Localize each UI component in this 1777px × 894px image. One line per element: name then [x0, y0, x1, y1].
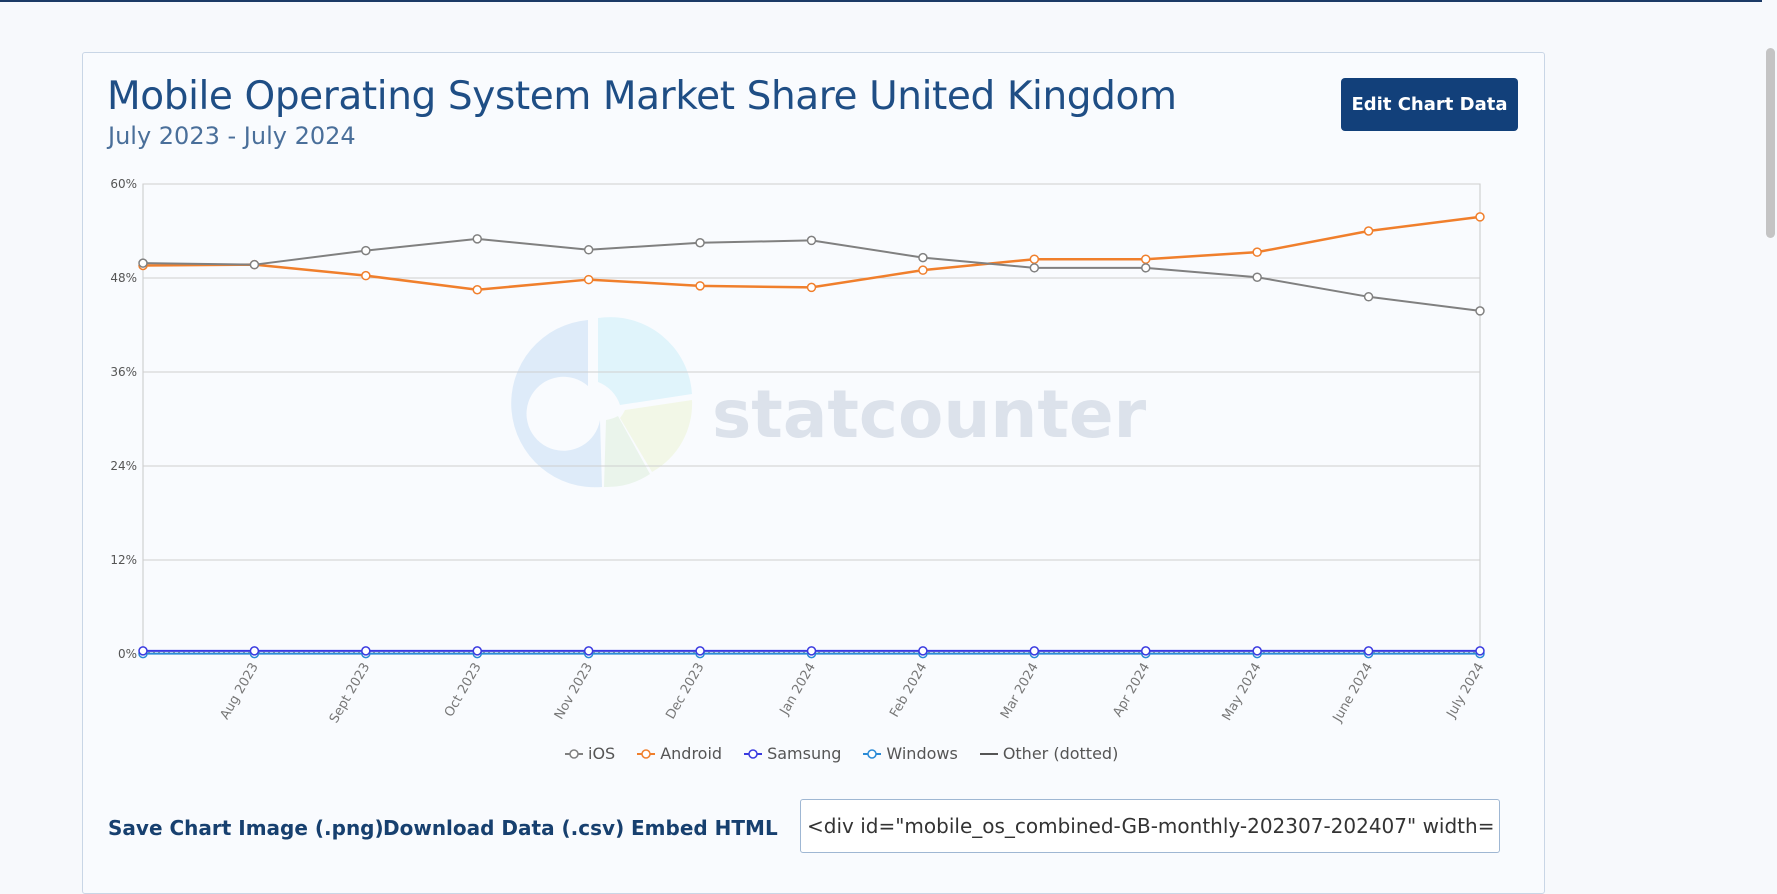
data-point-android	[918, 265, 928, 275]
data-point-samsung	[249, 646, 260, 656]
x-tick-label: Jan 2024	[777, 661, 819, 719]
data-point-android	[806, 282, 817, 293]
data-point-samsung	[1475, 646, 1485, 656]
embed-html-label: Embed HTML	[631, 816, 778, 840]
download-data-link[interactable]: Download Data (.csv)	[383, 816, 625, 840]
data-point-samsung	[695, 646, 705, 656]
y-tick-label: 24%	[110, 459, 137, 473]
data-point-ios	[1252, 272, 1262, 282]
data-point-ios	[695, 238, 705, 248]
data-point-android	[1363, 226, 1374, 236]
statcounter-watermark: statcounter	[511, 317, 1147, 488]
data-point-samsung	[138, 646, 148, 656]
chart-legend: iOS Android Samsung Windows Other (dotted)	[565, 744, 1118, 763]
x-tick-label: June 2024	[1330, 661, 1376, 726]
data-point-ios	[472, 234, 482, 244]
data-point-android	[1252, 247, 1262, 257]
watermark-logo-blue-icon	[511, 320, 602, 488]
data-point-ios	[806, 235, 817, 246]
embed-code-field[interactable]	[800, 799, 1500, 853]
x-tick-label: Dec 2023	[663, 661, 707, 723]
x-tick-label: July 2024	[1444, 661, 1488, 722]
legend-item-android[interactable]: Android	[637, 744, 722, 763]
data-point-samsung	[1141, 646, 1151, 656]
data-point-ios	[918, 252, 928, 263]
x-tick-label: Nov 2023	[552, 661, 596, 723]
legend-label: Samsung	[767, 744, 842, 763]
legend-label: Other (dotted)	[1002, 744, 1119, 763]
chart-panel	[82, 52, 1545, 894]
data-point-samsung	[583, 646, 594, 656]
y-tick-label: 12%	[110, 553, 137, 567]
data-point-ios	[361, 245, 371, 256]
x-tick-label: Aug 2023	[218, 661, 262, 723]
data-point-samsung	[806, 646, 817, 656]
legend-marker-icon	[744, 748, 763, 759]
data-point-samsung	[1029, 646, 1040, 656]
data-point-android	[1475, 212, 1485, 222]
y-tick-label: 60%	[110, 177, 137, 191]
legend-marker-icon	[863, 748, 882, 759]
x-tick-label: Sept 2023	[327, 661, 373, 726]
data-point-android	[583, 274, 594, 285]
chart-subtitle: July 2023 - July 2024	[108, 122, 356, 150]
data-point-samsung	[1252, 646, 1262, 656]
x-tick-label: Oct 2023	[442, 661, 485, 720]
edit-chart-data-button[interactable]: Edit Chart Data	[1341, 78, 1518, 131]
legend-item-ios[interactable]: iOS	[565, 744, 615, 763]
legend-marker-icon	[979, 752, 998, 755]
watermark-text: statcounter	[712, 376, 1147, 453]
legend-label: Android	[660, 744, 723, 763]
chart-title: Mobile Operating System Market Share Uni…	[107, 74, 1177, 119]
save-chart-image-link[interactable]: Save Chart Image (.png)	[108, 816, 384, 840]
data-point-ios	[1141, 263, 1151, 273]
page-scrollbar-thumb[interactable]	[1766, 48, 1775, 238]
data-point-ios	[249, 259, 260, 270]
watermark-logo-cyan-icon	[598, 317, 692, 405]
top-border	[0, 0, 1777, 2]
legend-marker-icon	[565, 748, 583, 759]
legend-item-windows[interactable]: Windows	[863, 744, 958, 763]
data-point-ios	[1029, 263, 1040, 273]
legend-label: iOS	[588, 744, 616, 763]
data-point-samsung	[918, 646, 928, 656]
data-point-android	[361, 270, 371, 281]
y-tick-label: 48%	[110, 271, 137, 285]
data-point-android	[1029, 254, 1040, 264]
y-tick-label: 36%	[110, 365, 137, 379]
legend-item-samsung[interactable]: Samsung	[744, 744, 841, 763]
data-point-ios	[1363, 292, 1374, 302]
data-point-samsung	[1363, 646, 1374, 656]
plot-area	[142, 183, 1481, 655]
data-point-samsung	[472, 646, 482, 656]
y-tick-label: 0%	[118, 647, 137, 661]
x-tick-label: Feb 2024	[887, 661, 930, 721]
watermark-logo-green-icon	[604, 416, 650, 488]
x-tick-label: Apr 2024	[1110, 661, 1153, 720]
data-point-android	[1141, 254, 1151, 264]
data-point-android	[472, 285, 482, 295]
legend-marker-icon	[637, 748, 656, 759]
data-point-android	[695, 281, 705, 291]
x-tick-label: Mar 2024	[998, 661, 1042, 722]
x-tick-label: May 2024	[1220, 661, 1265, 724]
watermark-logo-yellow-icon	[620, 400, 693, 472]
data-point-samsung	[361, 646, 371, 656]
data-point-ios	[1475, 306, 1485, 316]
legend-item-other[interactable]: Other (dotted)	[979, 744, 1119, 763]
data-point-ios	[583, 245, 594, 255]
data-point-ios	[138, 258, 148, 268]
legend-label: Windows	[886, 744, 958, 763]
